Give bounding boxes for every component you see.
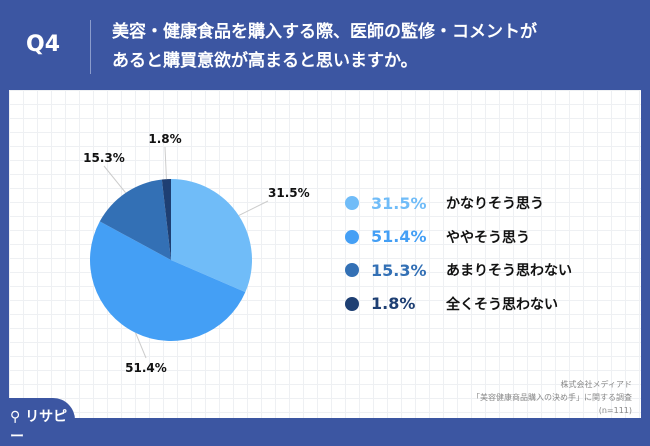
- question-title: 美容・健康食品を購入する際、医師の監修・コメントが あると購買意欲が高まると思い…: [112, 18, 537, 76]
- leader-line: [164, 146, 167, 180]
- legend-label: あまりそう思わない: [446, 263, 572, 279]
- legend-label: 全くそう思わない: [446, 296, 558, 313]
- legend-item: 15.3% あまりそう思わない: [345, 260, 572, 280]
- pin-icon: ⚲: [10, 409, 21, 425]
- legend-item: 31.5% かなりそう思う: [345, 193, 544, 213]
- legend-percent: 15.3%: [371, 260, 427, 280]
- pie-slice: [90, 221, 246, 341]
- pie-chart: 31.5% 51.4% 15.3% 1.8%: [83, 132, 310, 375]
- legend-dot-icon: [345, 229, 359, 244]
- legend-dot-icon: [345, 263, 359, 277]
- title-line-2: あると購買意欲が高まると思いますか。: [112, 51, 418, 71]
- legend-percent: 31.5%: [371, 193, 427, 213]
- leader-line: [135, 332, 147, 359]
- legend-percent: 1.8%: [371, 294, 416, 313]
- legend-dot-icon: [345, 296, 359, 311]
- legend-percent: 51.4%: [371, 227, 427, 246]
- leader-line: [238, 200, 269, 216]
- legend-label: かなりそう思う: [446, 196, 544, 212]
- pie-slice: [161, 179, 171, 260]
- question-number: Q4: [26, 32, 61, 57]
- logo: ⚲ リサピー: [0, 398, 75, 445]
- source-company: 株式会社メディアド: [560, 380, 632, 389]
- source-note: 株式会社メディアド 「美容健康商品購入の決め手」に関する調査 (n=111): [472, 378, 632, 417]
- legend-dot-icon: [345, 196, 359, 210]
- legend-item: 51.4% ややそう思う: [345, 227, 530, 247]
- legend-label: ややそう思う: [446, 229, 530, 246]
- divider: [90, 20, 91, 74]
- source-survey: 「美容健康商品購入の決め手」に関する調査: [472, 393, 632, 402]
- sample-size: (n=111): [598, 406, 632, 415]
- data-label: 51.4%: [125, 361, 167, 375]
- pie-slice: [171, 179, 253, 293]
- data-label: 1.8%: [148, 132, 181, 146]
- title-line-1: 美容・健康食品を購入する際、医師の監修・コメントが: [112, 22, 537, 42]
- legend-item: 1.8% 全くそう思わない: [345, 294, 558, 314]
- data-label: 31.5%: [268, 186, 310, 200]
- leader-line: [103, 165, 127, 194]
- pie-slice: [99, 179, 171, 260]
- data-label: 15.3%: [83, 151, 125, 165]
